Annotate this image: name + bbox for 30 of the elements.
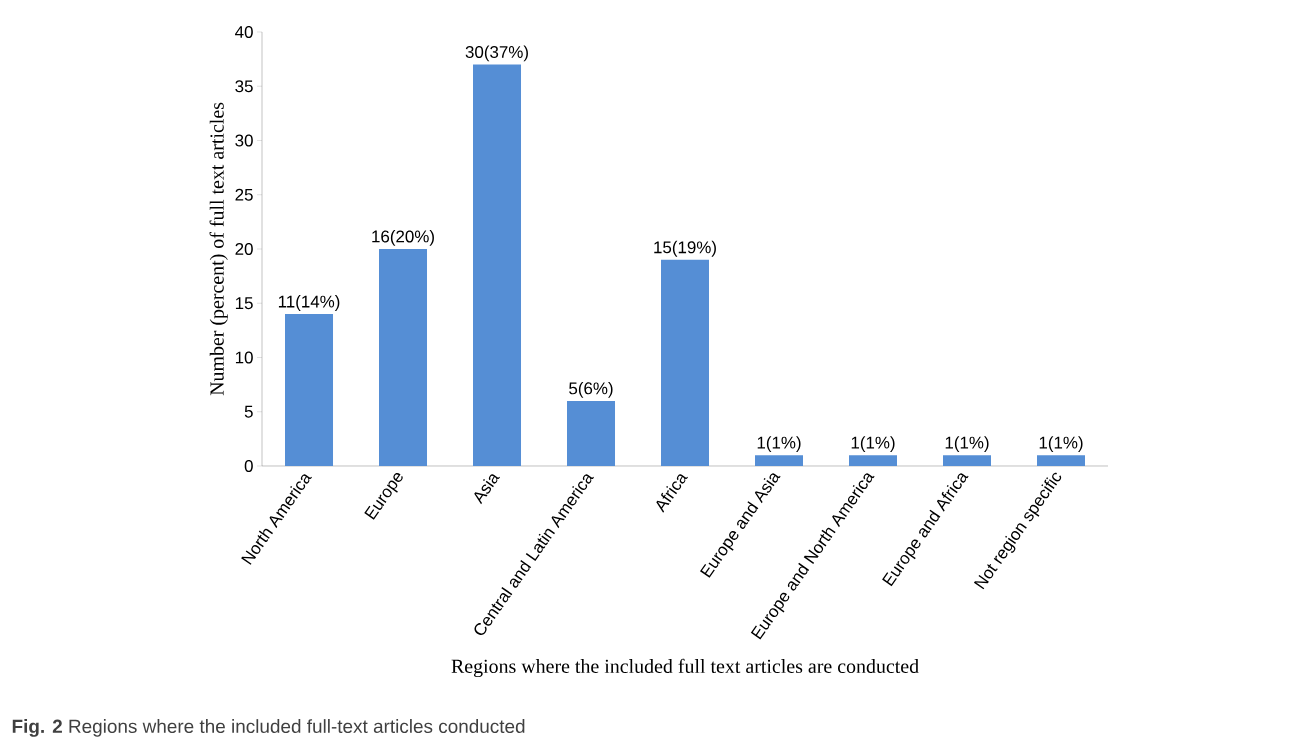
bar: [943, 455, 991, 466]
bar: [379, 248, 428, 466]
bar: [473, 64, 522, 466]
data-label: 1(1%): [757, 436, 801, 452]
data-label: 5(6%): [569, 381, 613, 398]
y-tick-label: 35: [235, 80, 253, 93]
data-label: 1(1%): [1039, 436, 1083, 452]
bar: [661, 259, 709, 466]
data-label: 30(37%): [465, 45, 528, 62]
y-tick-label: 25: [235, 188, 253, 201]
y-tick-label: 10: [235, 351, 253, 364]
bar: [285, 314, 334, 466]
y-tick-label: 5: [244, 405, 253, 418]
data-label: 15(19%): [654, 240, 716, 257]
bar: [755, 455, 803, 466]
y-tick-label: 30: [235, 134, 253, 147]
bar: [849, 455, 897, 466]
y-tick-label: 15: [235, 297, 253, 310]
data-label: 11(14%): [278, 295, 340, 311]
bar: [567, 400, 616, 466]
y-tick-label: 40: [235, 25, 253, 38]
y-axis-title: Number (percent) of full text articles: [209, 102, 228, 396]
data-label: 1(1%): [851, 436, 895, 452]
x-axis-title: Regions where the included full text articles are conducted: [451, 658, 919, 678]
text: Fig. 2 Regions where the included full-text articles conducted: [12, 719, 525, 737]
data-label: 1(1%): [945, 436, 989, 452]
data-label: 16(20%): [372, 230, 434, 246]
y-tick-label: 0: [244, 459, 253, 472]
bar: [1037, 455, 1085, 466]
y-tick-label: 20: [235, 242, 253, 255]
